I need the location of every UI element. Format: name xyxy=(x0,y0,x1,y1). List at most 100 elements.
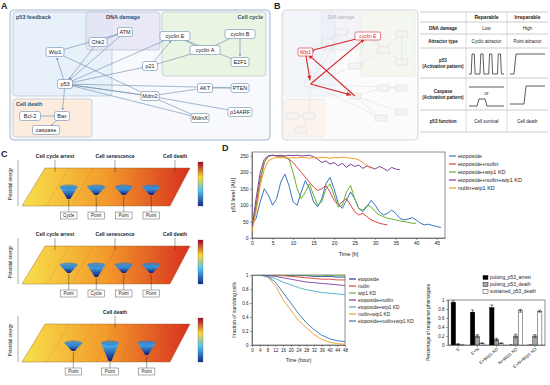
error-bar xyxy=(461,345,464,346)
tick-label: 1 xyxy=(442,298,445,303)
node-faded xyxy=(396,31,408,37)
tick-label: 40 xyxy=(327,348,333,353)
legend-label: etoposide xyxy=(458,153,482,159)
panel-label: A xyxy=(1,1,8,11)
z-axis xyxy=(18,160,19,206)
z-axis xyxy=(18,238,19,284)
node-label: Bcl-2 xyxy=(24,113,37,119)
attractor-label: Point xyxy=(64,291,75,296)
well-rim xyxy=(87,263,105,268)
tick-label: 0.6 xyxy=(438,316,445,321)
label-box xyxy=(116,290,133,297)
error-bar xyxy=(533,335,536,338)
node-box xyxy=(20,112,41,121)
row-label: DNA damage xyxy=(429,26,457,31)
node-label: p14ARF xyxy=(230,109,251,115)
tick-label: 0 xyxy=(251,348,254,353)
tick: 24 xyxy=(296,345,302,353)
attractor-label: Point xyxy=(119,213,130,218)
attractor-label: Point xyxy=(119,291,130,296)
pointer xyxy=(175,160,176,172)
panel-frame xyxy=(10,10,270,140)
pointer xyxy=(96,196,97,212)
phenotype-label: Cell death xyxy=(163,231,187,237)
tick: 0.4 xyxy=(438,325,448,330)
tick: 10 xyxy=(291,238,297,246)
edge-highlight xyxy=(311,84,351,95)
tick-label: 25 xyxy=(352,240,358,246)
tick-label: 16 xyxy=(281,348,287,353)
bar xyxy=(456,344,460,345)
tick: 5 xyxy=(272,238,275,246)
tick-label: 0.8 xyxy=(242,287,249,292)
tick-label: 0.2 xyxy=(438,334,445,339)
line-series xyxy=(252,155,400,228)
x-axis-title: Time [h] xyxy=(339,251,359,257)
edges xyxy=(30,32,240,126)
table-rule xyxy=(420,12,548,13)
legend-swatch xyxy=(349,278,356,279)
node-box xyxy=(225,30,255,39)
well-rim xyxy=(60,185,78,190)
pointer xyxy=(151,274,152,290)
table-cell: Cell survival xyxy=(474,119,498,124)
node-label: cyclin E xyxy=(166,33,185,39)
figure: Ap53 feedbackDNA damageCell cycleCell de… xyxy=(0,0,550,385)
module-label: DNA damage xyxy=(106,14,140,20)
module-label: Cell cycle xyxy=(238,14,263,20)
table-rule xyxy=(420,34,548,35)
edge-highlight xyxy=(311,39,365,84)
y-axis: 050100150200250 xyxy=(240,153,252,242)
table-cell: Point attractor xyxy=(513,39,542,44)
tick-label: 35 xyxy=(393,240,399,246)
tick-label: E xyxy=(455,347,461,353)
error-bar xyxy=(529,345,532,346)
tick-label: 15 xyxy=(311,240,317,246)
tick: 35 xyxy=(393,238,399,246)
phenotype-label: Cell cycle arrest xyxy=(36,231,75,237)
label-box xyxy=(143,212,160,219)
pointer xyxy=(68,200,69,212)
label-box xyxy=(61,212,78,219)
edge xyxy=(70,36,175,82)
tick: E xyxy=(455,345,461,352)
tick-label: 40 xyxy=(414,240,420,246)
landscape: Potential energyPointCyclePointPointCell… xyxy=(8,231,203,297)
tick-mark xyxy=(250,331,252,332)
x-axis-title: Time (hour) xyxy=(286,357,312,363)
label-box xyxy=(61,290,78,297)
pointer xyxy=(115,160,116,172)
tick-label: 36 xyxy=(320,348,326,353)
bar xyxy=(451,302,455,345)
tick-mark xyxy=(250,303,252,304)
bar xyxy=(499,343,503,345)
legend-swatch xyxy=(349,299,356,300)
node-box xyxy=(198,84,213,93)
legend-label: etoposide xyxy=(358,277,379,282)
legend-swatch xyxy=(449,187,456,188)
tick: 100 xyxy=(240,202,252,208)
error-bar xyxy=(500,342,503,344)
legend-label: etoposide+nutlin+wip1 KD xyxy=(458,177,522,183)
tick-label: 20 xyxy=(332,240,338,246)
tick-label: 1 xyxy=(246,273,249,278)
tick: 0 xyxy=(251,238,254,246)
table-rule xyxy=(466,12,467,132)
node-label: cyclin E xyxy=(359,33,377,39)
edge xyxy=(71,85,150,96)
attractor-label: Point xyxy=(68,369,79,374)
edge-highlight xyxy=(308,55,354,96)
tick-label: 0 xyxy=(251,240,254,246)
tick: 4 xyxy=(259,345,262,353)
label-box xyxy=(143,290,160,297)
row-label: (Activation pattern) xyxy=(422,95,464,100)
row-label: p53 function xyxy=(430,119,457,124)
plot-frame xyxy=(252,275,345,345)
plot-area xyxy=(451,301,542,345)
line-series xyxy=(252,174,441,228)
plot-area xyxy=(252,275,345,344)
attractor-label: Cycle xyxy=(63,213,75,218)
tick-label: 48 xyxy=(343,348,349,353)
tick-label: 10 xyxy=(291,240,297,246)
pointer xyxy=(123,196,124,212)
